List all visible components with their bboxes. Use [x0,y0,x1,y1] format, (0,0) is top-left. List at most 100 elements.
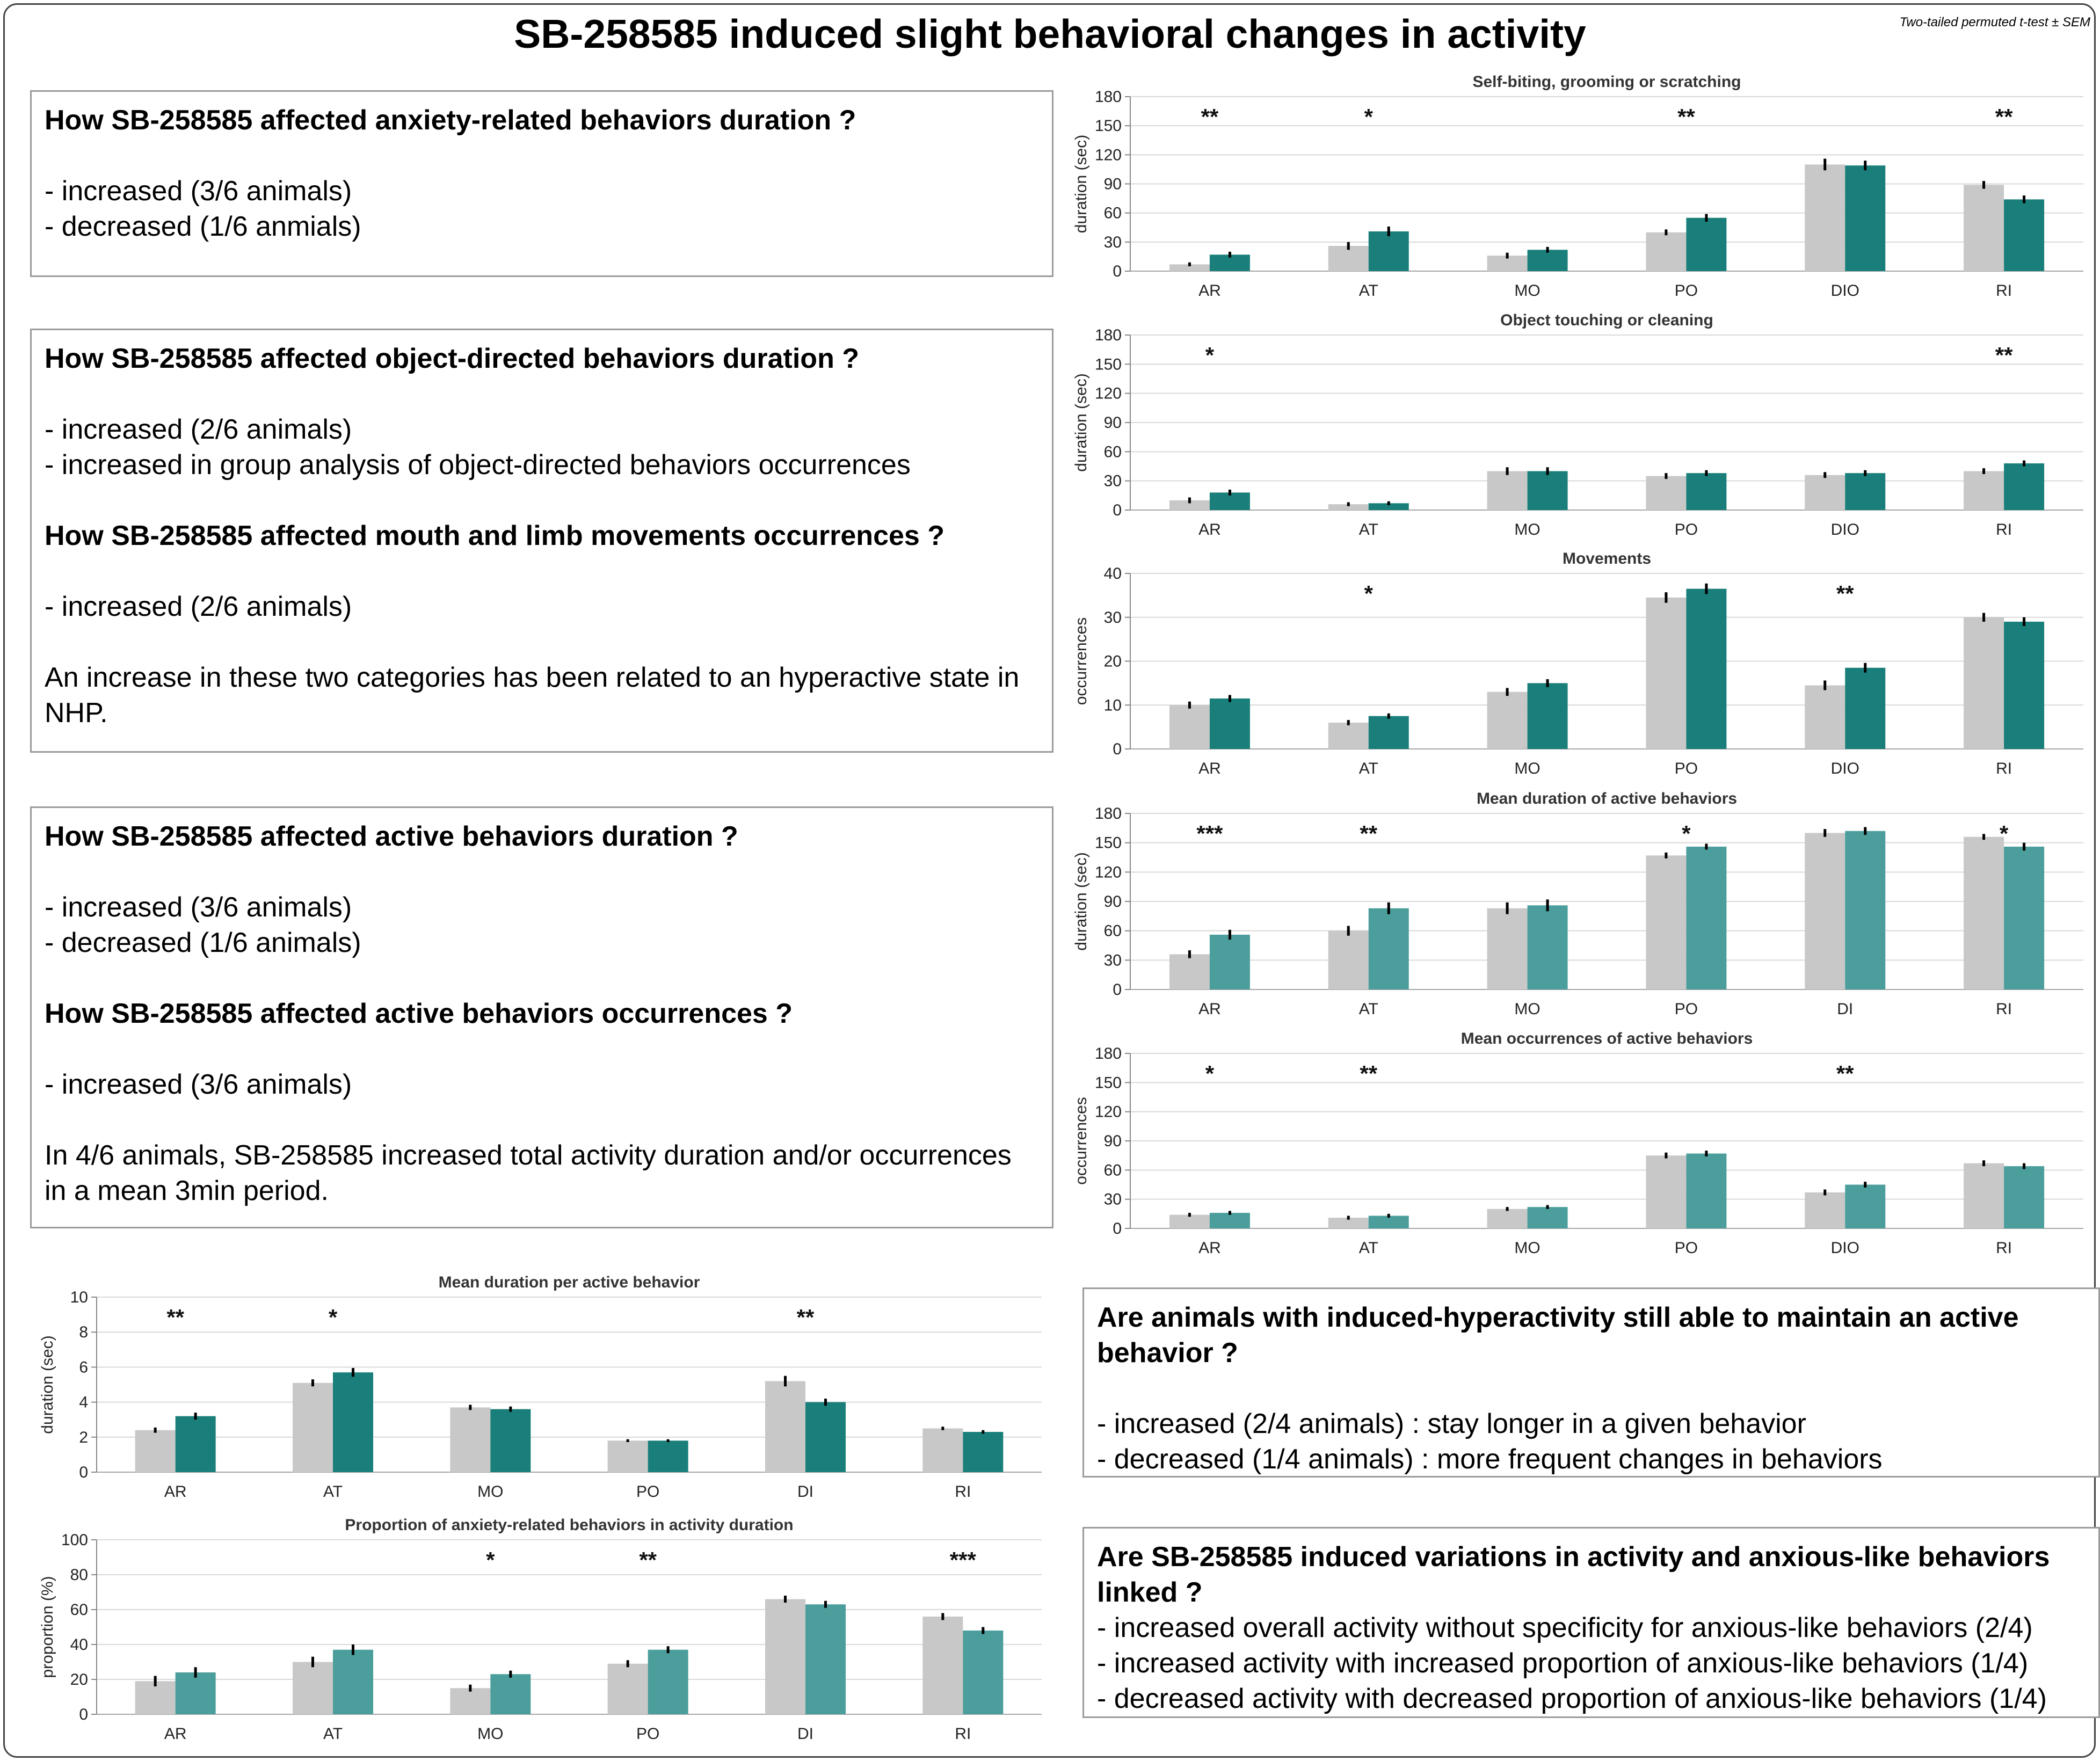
x-tick-label: DIO [1831,521,1859,539]
bar-baseline [135,1430,176,1472]
y-tick-label: 150 [1095,1074,1122,1091]
bar-baseline [1328,722,1369,749]
y-tick-label: 30 [1104,609,1122,627]
box-item: - decreased activity with decreased prop… [1097,1683,2047,1714]
spacer [45,1031,1039,1067]
y-tick-label: 10 [1104,696,1122,714]
box-question: How SB-258585 affected mouth and limb mo… [45,520,945,551]
spacer [45,554,1039,589]
x-tick-label: PO [1675,760,1698,777]
x-tick-label: AR [164,1483,187,1501]
box-question: How SB-258585 affected object-directed b… [45,343,860,374]
bar-baseline [1487,471,1528,510]
x-tick-label: RI [955,1483,971,1501]
box-item: - increased (2/4 animals) : stay longer … [1097,1408,1806,1439]
bar-baseline [1805,685,1845,749]
linkage-summary-box: Are SB-258585 induced variations in acti… [1082,1527,2100,1718]
bar-baseline [1805,164,1845,271]
significance-marker: ** [1836,581,1854,606]
bar-drug [1209,698,1250,749]
box-item: - increased (2/6 animals) [45,414,352,445]
bar-baseline [450,1407,491,1472]
y-tick-label: 180 [1095,805,1122,823]
bar-drug [1845,667,1886,749]
x-tick-label: AR [1198,1000,1221,1018]
bar-baseline [1487,908,1528,989]
x-tick-label: AT [1359,1000,1378,1018]
significance-marker: ** [639,1547,657,1573]
spacer [45,376,1039,412]
y-tick-label: 0 [79,1706,88,1723]
spacer [45,483,1039,518]
object-movement-summary-box: How SB-258585 affected object-directed b… [30,329,1053,753]
x-tick-label: PO [1675,1239,1698,1257]
y-tick-label: 0 [1113,981,1122,999]
y-tick-label: 90 [1104,414,1122,432]
y-tick-label: 100 [61,1531,88,1549]
y-tick-label: 0 [1113,501,1122,519]
y-tick-label: 20 [1104,653,1122,671]
box-question: Are animals with induced-hyperactivity s… [1097,1302,2019,1369]
bar-baseline [1964,836,2004,989]
bar-drug [1368,231,1409,271]
chart-title: Movements [1563,550,1651,567]
bar-drug [963,1631,1004,1714]
y-tick-label: 80 [70,1566,88,1584]
chart-title: Proportion of anxiety-related behaviors … [345,1516,793,1534]
bar-baseline [1328,1218,1369,1228]
bar-baseline [922,1428,963,1472]
y-tick-label: 60 [1104,1161,1122,1179]
significance-marker: ** [166,1305,184,1330]
box-item: - decreased (1/4 animals) : more frequen… [1097,1444,1883,1475]
bar-baseline [607,1440,648,1472]
x-tick-label: PO [1675,521,1698,539]
significance-marker: * [1364,104,1374,129]
x-tick-label: MO [1514,760,1540,777]
bar-drug [2004,1166,2045,1228]
x-tick-label: PO [636,1483,659,1501]
significance-marker: * [1205,343,1215,368]
spacer [45,1102,1039,1138]
y-tick-label: 30 [1104,1191,1122,1209]
bar-baseline [1805,833,1845,989]
x-tick-label: DIO [1831,1239,1859,1257]
y-tick-label: 90 [1104,176,1122,193]
bar-baseline [293,1662,333,1714]
chart-anxiety-proportion: Proportion of anxiety-related behaviors … [39,1516,1042,1743]
x-tick-label: AT [323,1725,343,1743]
y-tick-label: 20 [70,1671,88,1689]
x-tick-label: RI [955,1725,971,1743]
chart-title: Mean duration per active behavior [439,1274,700,1291]
y-tick-label: 60 [1104,205,1122,222]
x-tick-label: MO [1514,521,1540,539]
x-tick-label: PO [1675,1000,1698,1018]
significance-marker: * [1205,1061,1215,1086]
y-tick-label: 8 [79,1323,88,1341]
x-tick-label: DI [1837,1000,1853,1018]
significance-marker: * [2000,821,2009,846]
box-item: - decreased (1/6 animals) [45,927,361,958]
bar-drug [175,1672,216,1714]
significance-marker: * [486,1547,495,1573]
bar-drug [1209,934,1250,989]
bar-drug [1527,1207,1568,1228]
bar-baseline [1964,185,2004,271]
bar-drug [805,1402,846,1472]
bar-drug [1686,1153,1727,1228]
bar-drug [1368,716,1409,749]
bar-baseline [450,1688,491,1714]
chart-title: Mean occurrences of active behaviors [1461,1030,1753,1047]
significance-marker: ** [797,1305,815,1330]
bar-baseline [1646,855,1687,989]
x-tick-label: MO [477,1483,503,1501]
x-tick-label: AT [1359,521,1378,539]
y-tick-label: 2 [79,1429,88,1446]
chart-mean-occurrences-active: Mean occurrences of active behaviors 0 30 6… [1072,1030,2083,1257]
page-frame [3,3,2096,1758]
box-item: - increased (2/6 animals) [45,591,352,622]
y-tick-label: 30 [1104,234,1122,251]
bar-baseline [1964,617,2004,749]
bar-baseline [1805,475,1845,510]
bar-drug [2004,621,2045,749]
box-item: - increased in group analysis of object-… [45,449,911,481]
